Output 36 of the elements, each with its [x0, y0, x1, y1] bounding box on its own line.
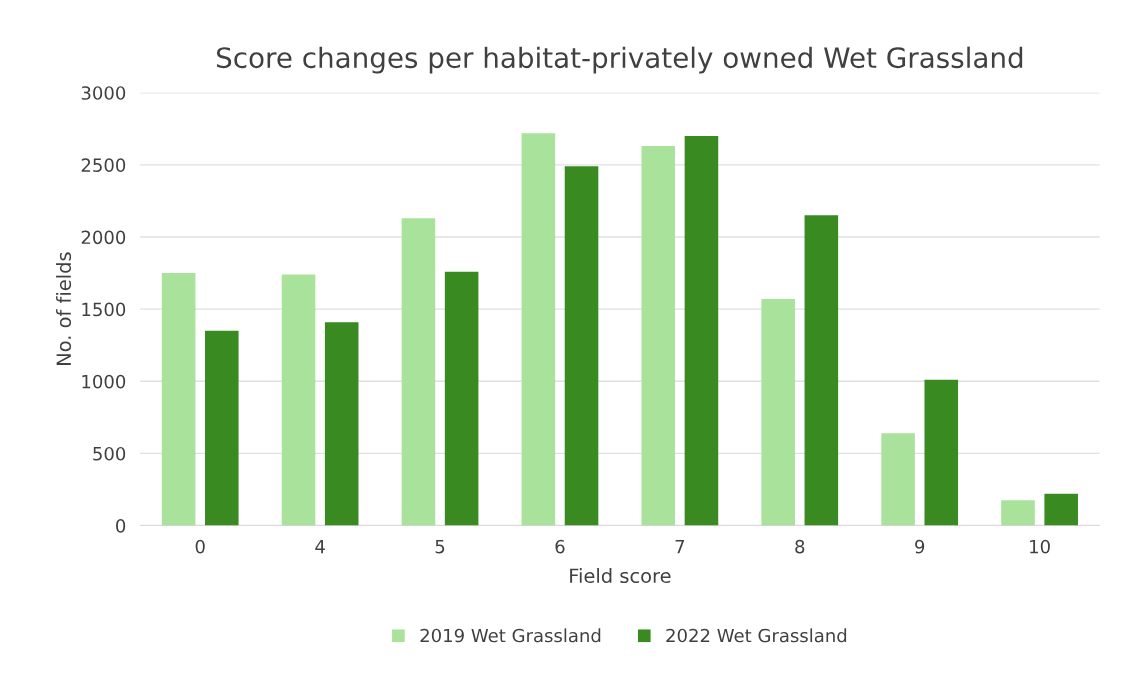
- y-tick-label: 0: [116, 519, 126, 533]
- x-tick-label: 5: [435, 540, 445, 554]
- bar: [324, 322, 359, 526]
- bar: [205, 330, 239, 526]
- y-tick-label: 2000: [81, 230, 126, 245]
- x-tick-label: 7: [675, 540, 685, 554]
- bar: [281, 274, 316, 526]
- bar: [1001, 500, 1035, 526]
- y-tick-label: 1500: [82, 302, 126, 317]
- y-axis-title: No. of fields: [56, 252, 72, 365]
- bar: [804, 215, 839, 526]
- bar: [684, 136, 719, 526]
- bar: [444, 271, 479, 526]
- legend-label: 2022 Wet Grassland: [666, 628, 847, 643]
- x-tick-label: 8: [795, 539, 805, 554]
- bar: [521, 133, 556, 526]
- x-tick-label: 4: [315, 540, 325, 554]
- bar: [761, 299, 795, 526]
- chart-title: Score changes per habitat-privately owned Wet Grassland: [216, 46, 1023, 74]
- y-tick-label: 3000: [81, 86, 126, 100]
- bar: [641, 146, 676, 526]
- x-tick-label: 6: [555, 539, 565, 554]
- y-tick-label: 2500: [81, 158, 126, 172]
- legend-label: 2019 Wet Grassland: [420, 628, 601, 643]
- x-tick-label: 0: [195, 539, 205, 554]
- y-tick-label: 500: [93, 446, 126, 461]
- bar: [401, 218, 436, 526]
- bar: [564, 166, 599, 526]
- bar: [1044, 493, 1078, 526]
- y-tick-label: 1000: [82, 374, 126, 389]
- x-axis-title: Field score: [570, 568, 671, 584]
- x-tick-label: 10: [1030, 539, 1050, 554]
- bar: [161, 273, 196, 526]
- x-tick-label: 9: [915, 539, 925, 554]
- bar: [924, 379, 959, 526]
- bar: [881, 433, 915, 526]
